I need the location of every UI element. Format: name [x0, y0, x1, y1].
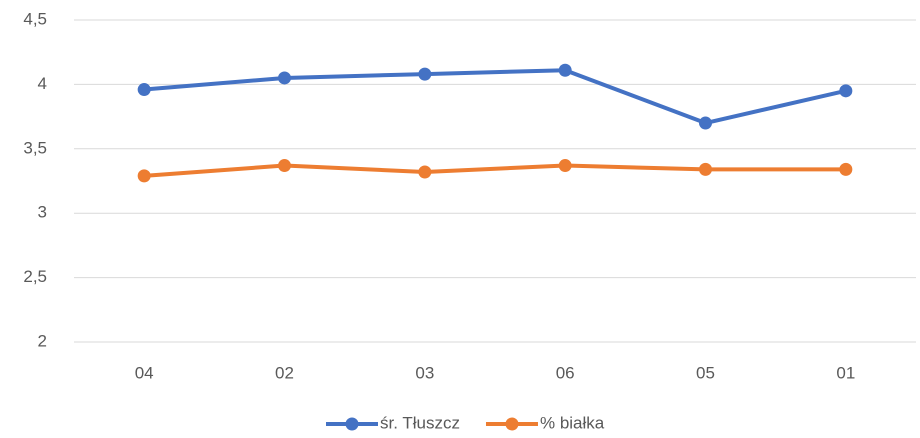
data-point: [278, 71, 291, 85]
x-tick-label: 04: [135, 363, 154, 382]
series-line: [142, 163, 848, 178]
y-tick-label: 2,5: [23, 267, 47, 286]
data-point: [558, 63, 572, 77]
data-point: [699, 162, 712, 176]
data-point: [137, 169, 151, 183]
data-point: [839, 162, 853, 176]
legend-marker: [345, 417, 359, 431]
data-point: [699, 116, 712, 130]
x-tick-label: 01: [836, 363, 855, 382]
data-point: [278, 159, 291, 173]
x-tick-label: 05: [696, 363, 715, 382]
legend-label: śr. Tłuszcz: [380, 413, 460, 432]
legend-label: % białka: [540, 413, 605, 432]
data-point: [137, 83, 151, 97]
data-point: [558, 159, 572, 173]
y-tick-label: 4,5: [23, 9, 47, 28]
data-point: [839, 84, 853, 98]
x-tick-label: 06: [556, 363, 575, 382]
data-point: [418, 67, 432, 81]
y-tick-label: 4: [38, 74, 47, 93]
y-tick-label: 3,5: [23, 138, 47, 157]
series-line: [142, 68, 848, 126]
x-tick-label: 02: [275, 363, 294, 382]
data-point: [418, 165, 432, 179]
legend-marker: [505, 417, 519, 431]
x-tick-label: 03: [415, 363, 434, 382]
y-tick-label: 3: [38, 203, 47, 222]
y-tick-label: 2: [38, 331, 47, 350]
